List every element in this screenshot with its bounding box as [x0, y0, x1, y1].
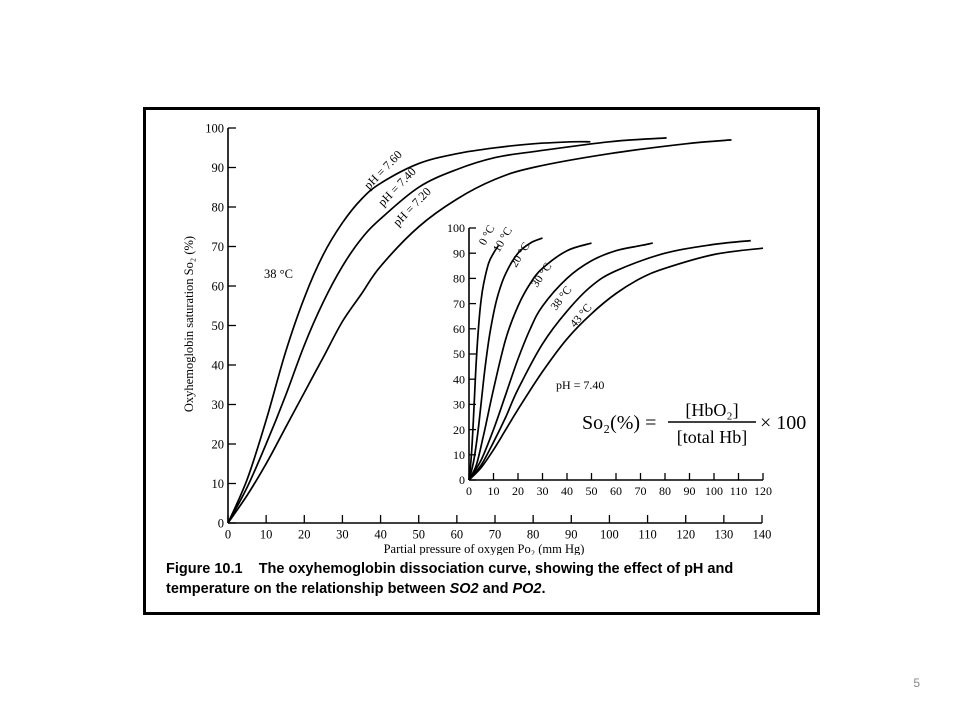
- main-x-tick-label: 80: [527, 528, 540, 542]
- inset-x-tick-label: 40: [561, 484, 573, 498]
- main-y-tick-label: 60: [212, 279, 225, 293]
- inset-x-tick-label: 20: [512, 484, 524, 498]
- equation-numerator: [HbO₂]: [685, 400, 738, 420]
- main-series-line: [227, 140, 591, 524]
- inset-series-line: [468, 242, 653, 481]
- main-y-tick-label: 100: [205, 121, 224, 135]
- inset-y-tick-label: 30: [453, 398, 465, 412]
- main-x-tick-label: 140: [753, 528, 772, 542]
- inset-series-label: 30 °C: [530, 261, 555, 290]
- equation-rhs: × 100: [760, 412, 806, 434]
- inset-x-tick-label: 90: [684, 484, 696, 498]
- main-y-tick-label: 80: [212, 200, 225, 214]
- inset-x-tick-label: 120: [754, 484, 772, 498]
- main-x-tick-label: 20: [298, 528, 311, 542]
- inset-y-tick-label: 80: [453, 272, 465, 286]
- inset-x-tick-label: 30: [537, 484, 549, 498]
- inset-x-tick-label: 80: [659, 484, 671, 498]
- main-x-tick-label: 40: [374, 528, 387, 542]
- inset-y-tick-label: 60: [453, 322, 465, 336]
- main-y-tick-label: 0: [218, 516, 224, 530]
- inset-y-tick-label: 40: [453, 372, 465, 386]
- main-x-tick-label: 110: [638, 528, 656, 542]
- inset-y-tick-label: 50: [453, 347, 465, 361]
- main-x-tick-label: 30: [336, 528, 349, 542]
- main-x-axis-label: Partial pressure of oxygen Po₂ (mm Hg): [384, 542, 585, 555]
- inset-y-tick-label: 100: [447, 221, 465, 235]
- inset-series-line: [468, 237, 543, 481]
- main-x-tick-label: 90: [565, 528, 578, 542]
- inset-y-tick-label: 90: [453, 246, 465, 260]
- main-y-tick-label: 20: [212, 437, 225, 451]
- inset-x-tick-label: 70: [635, 484, 647, 498]
- caption-text: The oxyhemoglobin dissociation curve, sh…: [166, 561, 734, 597]
- main-x-tick-label: 100: [600, 528, 619, 542]
- inset-series-line: [468, 245, 500, 481]
- main-x-tick-label: 60: [451, 528, 464, 542]
- main-y-tick-label: 10: [212, 477, 225, 491]
- inset-x-tick-label: 50: [586, 484, 598, 498]
- inset-y-tick-label: 70: [453, 297, 465, 311]
- main-x-tick-label: 50: [412, 528, 425, 542]
- inset-series-line: [468, 247, 764, 481]
- caption-figure-label: Figure 10.1: [166, 561, 243, 577]
- inset-chart: 0 10 20 30 40 50 60 70 80 90 100 0 10 20 30 40 50 60 70 80 9…: [447, 221, 772, 498]
- caption-and: and: [478, 581, 513, 597]
- inset-series-label: 38 °C: [549, 284, 575, 313]
- equation-lhs: So₂(%) =: [582, 412, 656, 434]
- inset-x-tick-label: 110: [730, 484, 748, 498]
- main-x-tick-label: 10: [260, 528, 273, 542]
- inset-y-tick-label: 10: [453, 448, 465, 462]
- main-y-tick-label: 90: [212, 161, 225, 175]
- inset-x-tick-label: 60: [610, 484, 622, 498]
- main-series-line: [227, 139, 732, 524]
- main-x-tick-label: 120: [676, 528, 695, 542]
- caption-so2: SO2: [449, 581, 479, 597]
- inset-x-tick-label: 100: [705, 484, 723, 498]
- main-x-tick-label: 130: [714, 528, 733, 542]
- main-y-tick-label: 50: [212, 319, 225, 333]
- main-y-tick-label: 30: [212, 398, 225, 412]
- saturation-equation: So₂(%) = [HbO₂] [total Hb] × 100: [582, 400, 806, 447]
- main-annotation: 38 °C: [264, 267, 293, 281]
- inset-x-tick-label: 10: [488, 484, 500, 498]
- caption-period: .: [541, 581, 546, 597]
- main-x-tick-label: 70: [489, 528, 502, 542]
- main-x-tick-label: 0: [225, 528, 231, 542]
- main-y-tick-label: 40: [212, 358, 225, 372]
- slide-number: 5: [913, 676, 920, 690]
- main-y-tick-label: 70: [212, 240, 225, 254]
- main-y-axis-label: Oxyhemoglobin saturation So₂ (%): [182, 236, 196, 412]
- inset-annotation: pH = 7.40: [556, 378, 604, 392]
- main-series-line: [227, 137, 667, 524]
- inset-y-tick-label: 20: [453, 423, 465, 437]
- equation-denominator: [total Hb]: [677, 427, 747, 447]
- caption-po2: PO2: [512, 581, 542, 597]
- figure-caption: Figure 10.1 The oxyhemoglobin dissociati…: [166, 559, 806, 599]
- inset-series-line: [468, 239, 751, 481]
- inset-series-line: [468, 242, 592, 481]
- inset-x-tick-label: 0: [466, 484, 472, 498]
- inset-y-tick-label: 0: [459, 473, 465, 487]
- figure-frame: 0 10 20 30 40 50 60 70 80 90 100 0 10 20 30 40 50 60 70 80 9…: [143, 107, 820, 615]
